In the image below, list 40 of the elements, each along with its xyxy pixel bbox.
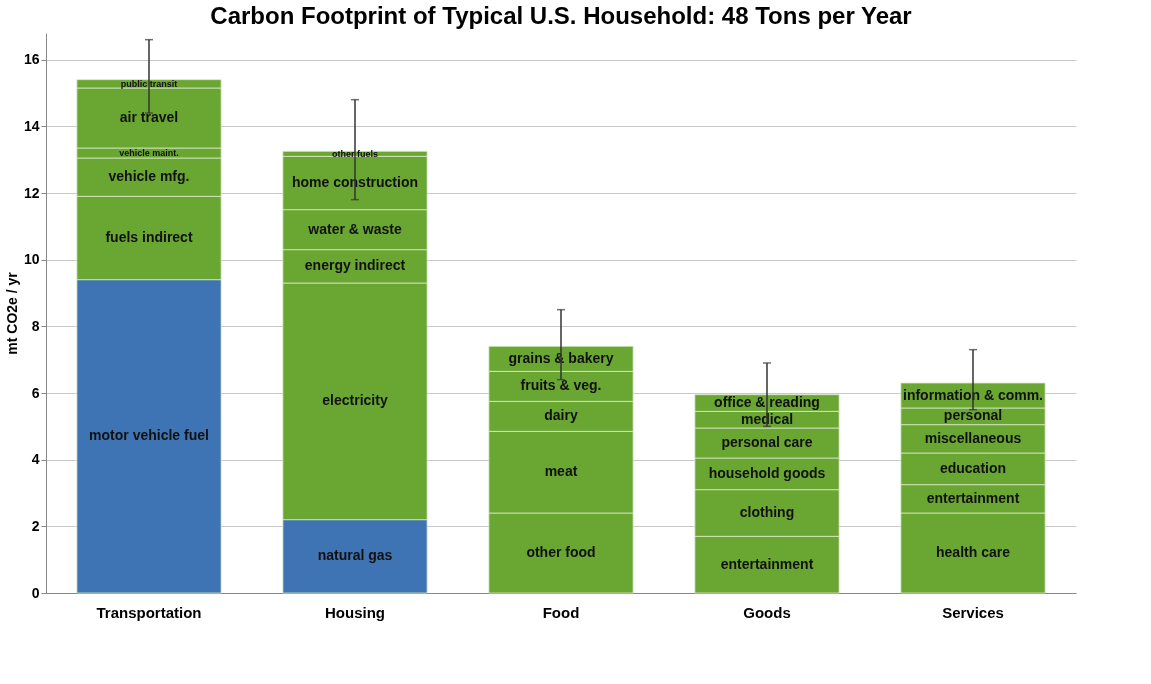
x-tick-label: Food xyxy=(542,603,580,621)
data-label: entertainment xyxy=(720,555,814,572)
data-label: fruits & veg. xyxy=(520,377,602,394)
data-label: miscellaneous xyxy=(924,429,1022,446)
data-label: air travel xyxy=(119,109,179,125)
data-label: fuels indirect xyxy=(105,229,193,245)
x-tick-label: Services xyxy=(942,603,1004,621)
data-label: dairy xyxy=(544,407,578,424)
data-label: public transit xyxy=(120,78,178,89)
data-label: electricity xyxy=(322,392,388,409)
y-tick-label: 14 xyxy=(23,117,40,134)
data-label: education xyxy=(939,459,1007,476)
data-label: entertainment xyxy=(926,489,1020,506)
y-tick-label: 8 xyxy=(31,317,40,334)
y-tick-label: 16 xyxy=(23,51,40,68)
data-label: health care xyxy=(936,544,1011,560)
data-label: clothing xyxy=(739,504,795,520)
data-label: energy indirect xyxy=(304,257,406,274)
y-axis-title: mt CO2e / yr xyxy=(3,271,20,355)
data-label: personal xyxy=(943,407,1003,424)
y-tick-label: 0 xyxy=(31,584,40,601)
x-tick-label: Housing xyxy=(325,603,385,621)
data-label: vehicle maint. xyxy=(119,148,179,158)
x-tick-label: Transportation xyxy=(96,603,202,621)
x-tick-label: Goods xyxy=(743,603,791,621)
y-tick-label: 2 xyxy=(31,517,40,534)
data-label: meat xyxy=(544,463,578,480)
data-label: personal care xyxy=(721,434,813,450)
y-tick-label: 10 xyxy=(23,251,40,268)
y-tick-label: 6 xyxy=(31,384,40,401)
data-label: water & waste xyxy=(307,220,402,237)
y-tick-label: 4 xyxy=(31,451,40,468)
data-label: other food xyxy=(526,544,596,560)
data-label: office & reading xyxy=(714,394,820,410)
chart-title: Carbon Footprint of Typical U.S. Household: 48 Tons per Year xyxy=(210,2,912,29)
data-label: natural gas xyxy=(317,547,393,564)
y-tick-label: 12 xyxy=(23,184,40,201)
data-label: household goods xyxy=(708,464,826,481)
data-label: vehicle mfg. xyxy=(108,168,190,185)
data-label: motor vehicle fuel xyxy=(89,427,209,444)
